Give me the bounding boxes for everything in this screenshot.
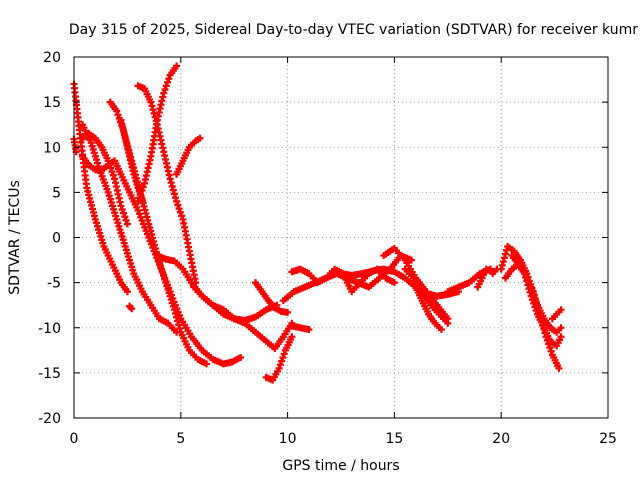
series-arc-g [126,302,136,313]
data-points [70,62,565,384]
data-point [123,220,131,228]
data-point [237,354,245,362]
series-arc-y [497,243,563,372]
data-point [138,187,146,195]
data-point [165,75,173,83]
series-arc-a [70,80,131,296]
series-arc-i [134,62,181,205]
data-point [527,292,535,300]
data-point [275,364,283,372]
y-axis: -20 -15 -10 -5 0 5 10 15 20 [38,50,608,427]
data-point [482,265,490,273]
series-arc-w [474,265,490,291]
data-point [122,216,130,224]
data-point [109,171,117,179]
data-point [288,333,296,341]
data-point [547,347,555,355]
y-tick-label: 0 [52,231,61,247]
x-axis-label: GPS time / hours [282,458,399,474]
data-point [279,354,287,362]
data-point [178,212,186,220]
y-tick-label: 10 [43,140,61,156]
x-tick-label: 10 [279,431,297,447]
data-point [557,324,565,332]
data-point [202,360,210,368]
data-point [555,364,563,372]
series-arc-l [153,252,281,325]
data-point [528,296,536,304]
data-point [173,62,181,70]
series-arc-ab [548,306,565,323]
series-arc-n [262,333,296,384]
data-point [104,157,112,165]
data-point [276,361,284,369]
y-tick-label: -15 [38,366,61,382]
data-point [113,107,121,115]
data-point [120,209,128,217]
x-axis: 0 5 10 15 20 25 [70,57,617,447]
x-tick-label: 15 [385,431,403,447]
series-arc-j [173,134,204,178]
data-point [280,350,288,358]
data-point [530,299,538,307]
data-point [444,319,452,327]
y-axis-label: SDTVAR / TECUs [7,180,23,295]
series-arc-d [79,130,131,228]
y-tick-label: -5 [47,276,61,292]
data-point [164,78,172,86]
series-arc-o [288,322,313,334]
data-point [284,308,292,316]
series-arc-u [412,283,445,334]
data-point [390,279,398,287]
data-point [531,303,539,311]
data-point [134,197,142,205]
data-point [118,206,126,214]
data-point [407,256,415,264]
data-point [176,208,184,216]
data-point [160,89,168,97]
data-point [161,85,169,93]
data-point [532,307,540,315]
y-tick-label: 20 [43,50,61,66]
data-point [108,168,116,176]
data-point [123,288,131,296]
x-tick-label: 0 [70,431,79,447]
data-point [162,82,170,90]
x-tick-label: 25 [599,431,617,447]
series-arc-aa [501,261,565,350]
data-point [546,344,554,352]
series-arc-t [401,265,452,327]
data-point [139,183,147,191]
data-point [174,201,182,209]
data-point [278,357,286,365]
y-tick-label: -20 [38,411,61,427]
data-point [305,326,313,334]
data-point [117,202,125,210]
y-tick-label: 5 [52,185,61,201]
chart-title: Day 315 of 2025, Sidereal Day-to-day VTE… [69,22,638,38]
series-arc-v [444,265,495,296]
data-point [557,306,565,314]
data-point [105,160,113,168]
data-point [557,333,565,341]
data-point [135,194,143,202]
data-point [107,164,115,172]
series-arc-m [252,279,292,316]
data-point [437,326,445,334]
y-tick-label: 15 [43,95,61,111]
data-point [175,205,183,213]
data-point [121,213,129,221]
data-point [128,305,136,313]
y-tick-label: -10 [38,321,61,337]
data-point [196,134,204,142]
x-tick-label: 5 [176,431,185,447]
series-arc-x [489,265,501,278]
data-point [114,111,122,119]
data-point [173,197,181,205]
x-tick-label: 20 [492,431,510,447]
data-point [137,190,145,198]
